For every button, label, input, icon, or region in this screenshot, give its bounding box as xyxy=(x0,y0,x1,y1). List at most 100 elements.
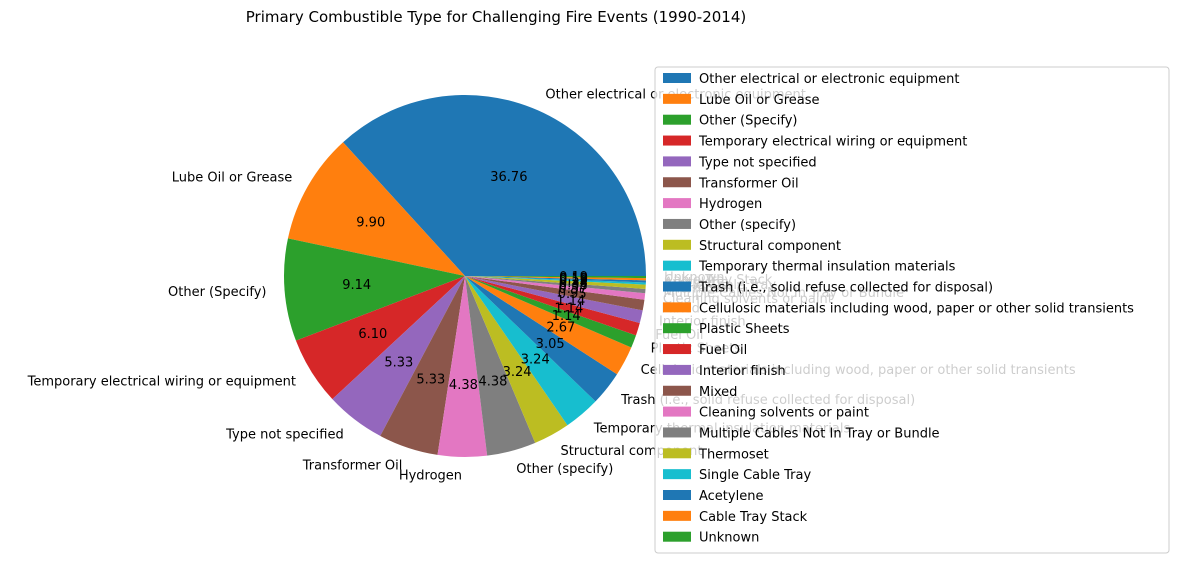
pie-slice xyxy=(465,276,646,281)
legend-label: Acetylene xyxy=(699,489,763,504)
slice-category-label: Lube Oil or Grease xyxy=(172,171,293,186)
legend-label: Transformer Oil xyxy=(698,176,799,191)
pie-slice xyxy=(437,276,488,458)
legend-swatch xyxy=(663,218,691,229)
legend-swatch xyxy=(663,490,691,500)
slice-percentage-label: 1.14 xyxy=(552,309,581,324)
slice-percentage-label: 4.38 xyxy=(449,378,478,393)
slice-percentage-label: 0.19 xyxy=(559,270,588,285)
legend-label: Lube Oil or Grease xyxy=(699,93,820,108)
legend-swatch xyxy=(663,344,691,355)
pie-slice xyxy=(465,276,645,311)
pie-slice xyxy=(465,276,646,285)
pie-slice xyxy=(465,276,646,283)
slice-category-label: Other (specify) xyxy=(516,462,613,477)
legend-label: Other electrical or electronic equipment xyxy=(699,72,960,87)
legend-swatch xyxy=(663,323,691,334)
legend-label: Other (Specify) xyxy=(699,114,798,129)
slice-percentage-label: 9.90 xyxy=(356,216,385,231)
legend-label: Type not specified xyxy=(698,155,817,170)
slice-percentage-label: 4.38 xyxy=(478,374,507,389)
legend-swatch xyxy=(663,531,691,542)
slice-percentage-label: 9.14 xyxy=(342,278,371,293)
slice-percentage-label: 1.14 xyxy=(556,294,585,309)
pie-slices xyxy=(284,95,647,458)
slice-category-label: Type not specified xyxy=(225,427,344,442)
legend-swatch xyxy=(663,469,691,480)
percentage-labels: 36.769.909.146.105.335.33 4.38 4.383.243.2… xyxy=(342,170,588,393)
slice-percentage-label: 5.33 xyxy=(416,373,445,388)
legend-swatch xyxy=(663,198,691,209)
legend-label: Mixed xyxy=(699,385,737,400)
slice-category-label: Other (Specify) xyxy=(168,285,267,300)
slice-percentage-label: 3.05 xyxy=(536,337,565,352)
pie-slice xyxy=(284,238,465,341)
legend-swatch xyxy=(663,448,691,459)
legend-label: Unknown xyxy=(699,531,759,546)
legend-swatch xyxy=(663,427,691,438)
legend-swatch xyxy=(663,239,691,250)
legend: Other electrical or electronic equipment… xyxy=(654,66,1170,554)
slice-percentage-label: 3.24 xyxy=(503,365,532,380)
legend-frame xyxy=(654,66,1170,554)
slice-percentage-label: 1.14 xyxy=(554,301,583,316)
legend-label: Thermoset xyxy=(698,447,769,462)
legend-label: Hydrogen xyxy=(699,197,762,212)
slice-percentage-label: 0.57 xyxy=(558,282,587,297)
slice-percentage-label: 6.10 xyxy=(358,327,387,342)
legend-label: Cleaning solvents or paint xyxy=(699,406,869,421)
slice-category-label: Transformer Oil xyxy=(302,459,403,474)
slice-percentage-label: 0.19 xyxy=(559,271,588,286)
legend-label: Temporary thermal insulation materials xyxy=(698,260,956,275)
pie-slice xyxy=(465,276,596,426)
legend-swatch xyxy=(663,302,691,313)
pie-slice xyxy=(465,276,647,279)
legend-label: Fuel Oil xyxy=(699,343,747,358)
legend-label: Temporary electrical wiring or equipment xyxy=(698,135,967,150)
legend-swatch xyxy=(663,510,691,521)
pie-slice xyxy=(343,95,646,277)
legend-swatch xyxy=(663,260,691,271)
legend-swatch xyxy=(663,93,691,104)
pie-slice xyxy=(465,276,636,348)
pie-slice xyxy=(465,276,568,443)
legend-label: Trash (i.e., solid refuse collected for … xyxy=(698,281,993,296)
legend-label: Plastic Sheets xyxy=(699,322,790,337)
pie-slice xyxy=(465,276,618,402)
legend-label: Interior finish xyxy=(699,364,786,379)
pie-slice xyxy=(465,276,646,300)
legend-swatch xyxy=(663,73,691,83)
slice-percentage-label: 0.19 xyxy=(559,274,588,289)
slice-percentage-label: 0.38 xyxy=(559,276,588,291)
slice-percentage-label: 0.95 xyxy=(558,287,587,302)
legend-label: Single Cable Tray xyxy=(699,468,811,483)
legend-label: Cellulosic materials including wood, pap… xyxy=(699,301,1134,316)
slice-percentage-label: 0.19 xyxy=(559,273,588,288)
legend-swatch xyxy=(663,406,691,417)
slice-category-label: Temporary electrical wiring or equipment xyxy=(27,375,296,390)
legend-swatch xyxy=(663,385,691,396)
legend-swatch xyxy=(663,156,691,167)
pie-slice xyxy=(295,276,465,400)
legend-label: Multiple Cables Not In Tray or Bundle xyxy=(699,426,940,441)
legend-label: Structural component xyxy=(699,239,841,254)
legend-label: Cable Tray Stack xyxy=(699,510,808,525)
slice-percentage-label: 2.67 xyxy=(546,321,575,336)
pie-slice xyxy=(465,276,632,375)
pie-slice xyxy=(380,276,465,455)
pie-slice xyxy=(465,276,646,289)
legend-swatch xyxy=(663,135,691,146)
legend-label: Other (specify) xyxy=(699,218,796,233)
slice-category-label: Hydrogen xyxy=(399,469,462,484)
legend-swatch xyxy=(663,281,691,292)
legend-swatch xyxy=(663,114,691,125)
slice-percentage-label: 5.33 xyxy=(384,356,413,371)
pie-slice xyxy=(465,276,643,323)
slice-percentage-label: 0.38 xyxy=(559,279,588,294)
legend-swatch xyxy=(663,177,691,188)
pie-slice xyxy=(332,276,465,436)
pie-slice xyxy=(465,276,646,294)
pie-slice xyxy=(287,142,465,276)
slice-percentage-label: 3.24 xyxy=(521,352,550,367)
